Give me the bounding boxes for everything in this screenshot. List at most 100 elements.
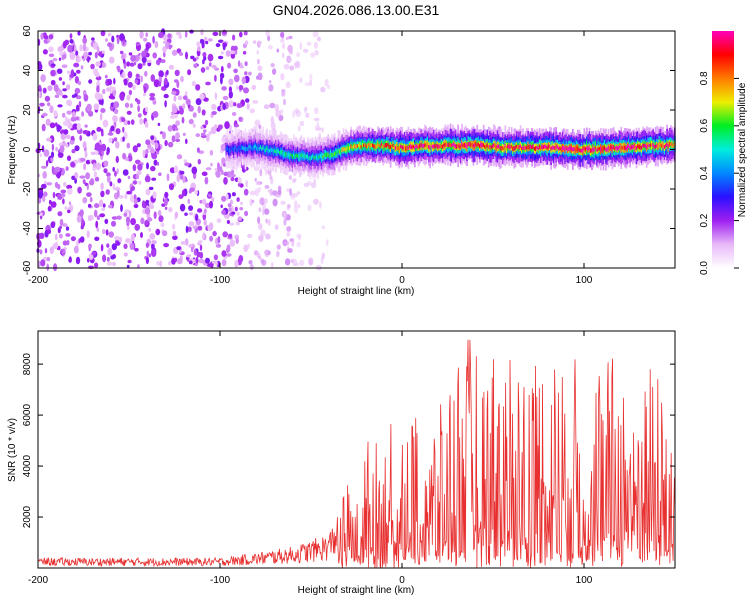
signal-band-cell bbox=[439, 144, 442, 149]
figure-title: GN04.2026.086.13.00.E31 bbox=[273, 2, 440, 18]
signal-band-cell bbox=[645, 145, 648, 149]
signal-band-cell bbox=[526, 145, 528, 150]
signal-band-cell bbox=[284, 152, 286, 157]
noise-speckle bbox=[122, 58, 126, 64]
noise-speckle bbox=[111, 243, 118, 251]
noise-speckle bbox=[108, 56, 115, 64]
signal-band-cell bbox=[312, 154, 314, 158]
signal-band-cell bbox=[228, 148, 230, 153]
noise-speckle bbox=[47, 102, 51, 107]
heatmap-x-label: Height of straight line (km) bbox=[298, 286, 415, 297]
noise-speckle bbox=[168, 44, 173, 48]
noise-speckle bbox=[76, 240, 79, 248]
noise-speckle bbox=[292, 178, 296, 183]
noise-speckle bbox=[94, 236, 100, 241]
y-tick-label: 6000 bbox=[22, 404, 33, 427]
noise-speckle bbox=[124, 102, 130, 108]
noise-speckle bbox=[81, 217, 84, 226]
noise-speckle bbox=[223, 177, 228, 185]
noise-speckle bbox=[79, 44, 83, 52]
x-tick-label: 100 bbox=[576, 275, 593, 286]
noise-speckle bbox=[112, 115, 118, 123]
noise-speckle bbox=[272, 198, 278, 207]
noise-speckle bbox=[174, 69, 180, 77]
noise-speckle bbox=[111, 220, 116, 227]
noise-speckle bbox=[111, 86, 116, 91]
signal-band-cell bbox=[281, 150, 284, 155]
signal-band-cell bbox=[647, 144, 649, 148]
noise-speckle bbox=[220, 169, 224, 175]
noise-speckle bbox=[107, 247, 113, 256]
signal-band-cell bbox=[480, 142, 482, 147]
noise-speckle bbox=[181, 116, 185, 124]
noise-speckle bbox=[163, 243, 170, 248]
signal-band-cell bbox=[369, 143, 372, 148]
signal-band-cell bbox=[482, 143, 485, 147]
noise-speckle bbox=[42, 195, 46, 203]
noise-speckle bbox=[62, 198, 65, 205]
signal-band-cell bbox=[350, 144, 352, 149]
noise-speckle bbox=[258, 255, 262, 260]
noise-speckle bbox=[203, 97, 209, 102]
noise-speckle bbox=[146, 59, 152, 63]
signal-band-cell bbox=[552, 145, 555, 150]
signal-band-cell bbox=[438, 144, 440, 149]
signal-band-cell bbox=[382, 143, 384, 149]
noise-speckle bbox=[90, 63, 95, 70]
noise-speckle bbox=[144, 70, 148, 77]
noise-speckle bbox=[199, 244, 203, 251]
noise-speckle bbox=[136, 170, 142, 176]
y-tick-label: -20 bbox=[22, 181, 33, 196]
signal-band-cell bbox=[239, 147, 242, 152]
noise-speckle bbox=[127, 259, 132, 264]
noise-speckle bbox=[237, 177, 242, 184]
signal-band-cell bbox=[661, 143, 663, 148]
noise-speckle bbox=[62, 240, 68, 246]
noise-speckle bbox=[268, 84, 274, 92]
noise-speckle bbox=[148, 253, 152, 258]
noise-speckle bbox=[189, 187, 195, 192]
noise-speckle bbox=[42, 112, 48, 117]
noise-speckle bbox=[111, 35, 115, 43]
signal-band-cell bbox=[531, 145, 533, 150]
noise-speckle bbox=[283, 218, 287, 226]
noise-speckle bbox=[124, 157, 129, 161]
signal-band-cell bbox=[498, 144, 500, 149]
noise-speckle bbox=[185, 138, 188, 145]
noise-speckle bbox=[110, 95, 116, 100]
noise-speckle bbox=[66, 70, 71, 75]
noise-speckle bbox=[175, 127, 179, 131]
signal-band-cell bbox=[514, 145, 517, 151]
noise-speckle bbox=[218, 39, 224, 43]
signal-band-cell bbox=[467, 142, 470, 146]
noise-speckle bbox=[40, 183, 47, 189]
signal-band-cell bbox=[393, 146, 396, 150]
noise-speckle bbox=[247, 233, 253, 238]
colorbar: 0.0 0.2 0.4 0.6 0.8 Normalized spectral ampl… bbox=[699, 31, 748, 275]
signal-band-cell bbox=[463, 142, 466, 148]
noise-speckle bbox=[39, 102, 45, 107]
noise-speckle bbox=[114, 170, 117, 177]
noise-speckle bbox=[311, 182, 317, 189]
signal-band-cell bbox=[522, 145, 524, 150]
noise-speckle bbox=[274, 103, 280, 112]
noise-speckle bbox=[152, 35, 155, 44]
noise-speckle bbox=[67, 209, 71, 214]
noise-speckle bbox=[129, 243, 135, 250]
noise-speckle bbox=[132, 180, 138, 185]
noise-speckle bbox=[37, 191, 44, 199]
noise-speckle bbox=[224, 121, 230, 130]
noise-speckle bbox=[113, 108, 119, 115]
noise-speckle bbox=[102, 88, 106, 95]
noise-speckle bbox=[80, 65, 84, 70]
signal-band-cell bbox=[624, 145, 626, 150]
signal-band-cell bbox=[631, 145, 634, 150]
noise-speckle bbox=[42, 32, 47, 38]
signal-band-cell bbox=[414, 146, 416, 150]
signal-band-cell bbox=[573, 147, 575, 151]
signal-band-cell bbox=[542, 145, 545, 149]
noise-speckle bbox=[267, 35, 270, 42]
signal-band-cell bbox=[431, 144, 434, 149]
noise-speckle bbox=[252, 100, 259, 104]
noise-speckle bbox=[55, 233, 58, 241]
